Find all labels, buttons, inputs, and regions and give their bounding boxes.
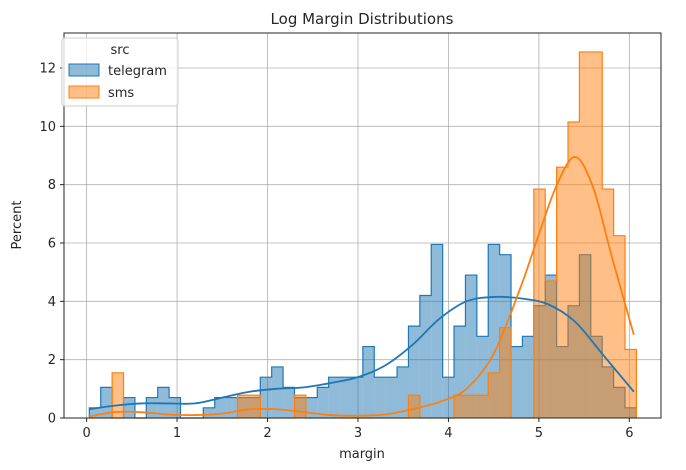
y-tick-label-8: 8 [48, 178, 56, 193]
bar-telegram-34 [476, 336, 489, 418]
bar-sms-13 [237, 395, 249, 418]
bar-telegram-3 [123, 397, 135, 418]
legend-title: src [111, 43, 130, 58]
bar-sms-32 [454, 395, 466, 418]
bar-telegram-28 [408, 326, 420, 418]
bar-sms-47 [624, 349, 637, 418]
bar-telegram-38 [522, 336, 534, 418]
legend-swatch-telegram [68, 63, 100, 77]
bar-telegram-29 [419, 295, 432, 418]
bar-telegram-22 [340, 377, 352, 418]
bar-telegram-5 [146, 397, 158, 418]
bar-telegram-35 [488, 244, 500, 418]
bar-telegram-30 [431, 244, 443, 418]
x-axis-ticks: 0 1 2 3 4 5 6 [82, 418, 633, 441]
bar-sms-18 [294, 395, 306, 418]
y-tick-label-12: 12 [39, 62, 56, 77]
bar-telegram-23 [351, 377, 363, 418]
y-tick-label-10: 10 [39, 120, 56, 135]
legend-swatch-sms [68, 85, 100, 99]
bar-sms-43 [579, 51, 591, 418]
bar-telegram-26 [385, 377, 398, 418]
y-tick-label-4: 4 [48, 295, 56, 310]
y-axis-ticks: 0 2 4 6 8 10 12 [39, 62, 64, 427]
bar-telegram-25 [374, 377, 386, 418]
series-sms-bars [89, 51, 637, 419]
bar-sms-44 [590, 51, 603, 418]
bar-telegram-19 [305, 397, 318, 418]
bar-telegram-17 [283, 387, 295, 418]
plot-frame [63, 32, 662, 419]
kde-line-telegram [89, 295, 635, 411]
x-tick-label-2: 2 [263, 426, 271, 441]
bar-telegram-33 [465, 275, 477, 418]
bar-sms-14 [248, 395, 261, 418]
histogram-bars [88, 51, 637, 419]
bar-telegram-31 [442, 377, 455, 418]
bar-sms-46 [613, 235, 625, 418]
y-axis-label: Percent [10, 201, 25, 250]
bar-telegram-1 [100, 387, 113, 418]
y-tick-label-6: 6 [48, 237, 56, 252]
bar-sms-33 [465, 395, 477, 418]
bar-telegram-20 [317, 387, 329, 418]
bar-telegram-15 [260, 377, 272, 418]
bar-telegram-32 [454, 326, 466, 418]
y-tick-label-0: 0 [48, 412, 56, 427]
bar-telegram-27 [397, 366, 409, 418]
legend-label-sms: sms [108, 86, 134, 101]
bar-sms-39 [533, 189, 546, 418]
legend-label-telegram: telegram [108, 64, 167, 79]
bar-telegram-21 [328, 377, 341, 418]
x-tick-label-4: 4 [444, 426, 452, 441]
bar-sms-45 [602, 189, 614, 418]
bar-sms-42 [568, 121, 580, 418]
x-axis-label: margin [339, 447, 385, 462]
bar-telegram-16 [271, 366, 284, 418]
bar-sms-34 [476, 395, 489, 418]
bar-sms-40 [545, 280, 557, 418]
bar-telegram-11 [214, 397, 227, 418]
bar-telegram-37 [511, 346, 523, 418]
x-tick-label-0: 0 [82, 426, 90, 441]
bar-telegram-12 [226, 397, 238, 418]
bar-sms-35 [488, 372, 500, 418]
x-tick-label-5: 5 [535, 426, 543, 441]
bar-telegram-10 [203, 407, 215, 418]
bar-sms-36 [499, 327, 512, 418]
bar-sms-28 [408, 395, 420, 418]
kde-curves [89, 156, 635, 418]
x-tick-label-6: 6 [625, 426, 633, 441]
legend: src telegram sms [61, 37, 179, 107]
bar-telegram-0 [89, 407, 101, 418]
y-tick-label-2: 2 [48, 353, 56, 368]
bar-sms-41 [556, 167, 569, 418]
bar-sms-2 [112, 372, 124, 418]
x-tick-label-3: 3 [354, 426, 362, 441]
bar-telegram-7 [169, 397, 181, 418]
chart-title: Log Margin Distributions [271, 10, 454, 28]
kde-line-sms [89, 156, 635, 418]
bar-telegram-24 [362, 346, 375, 418]
x-tick-label-1: 1 [173, 426, 181, 441]
